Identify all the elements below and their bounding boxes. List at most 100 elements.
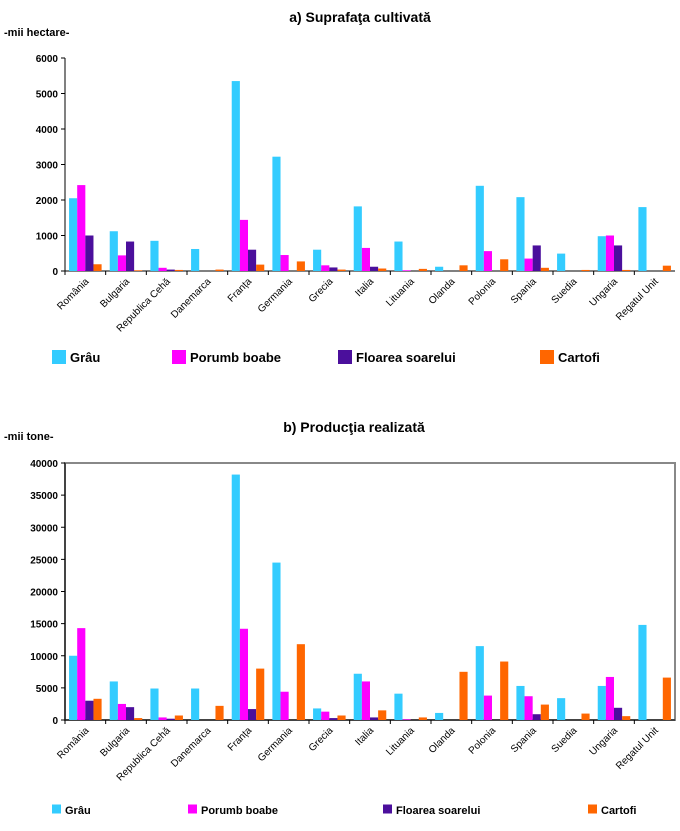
chart-a-bar-porumb-boabe-11	[524, 258, 533, 271]
chart-b-x-tick-label: Franța	[226, 725, 255, 754]
chart-b-y-tick-label: 0	[52, 716, 58, 727]
chart-a-bar-gr-u-8	[394, 241, 403, 271]
chart-a-bar-cartofi-10	[500, 259, 509, 271]
chart-a-legend-label: Cartofi	[558, 350, 600, 365]
chart-b-bar-porumb-boabe-10	[483, 695, 492, 720]
chart-b-bar-porumb-boabe-4	[239, 628, 248, 720]
chart-b-bar-cartofi-3	[215, 705, 224, 720]
chart-a-bar-gr-u-3	[191, 248, 200, 271]
chart-a-bar-gr-u-2	[150, 240, 159, 271]
chart-b-bar-floarea-soarelui-13	[614, 707, 623, 720]
chart-a-y-tick-label: 2000	[36, 196, 59, 207]
chart-a-y-tick-label: 3000	[36, 161, 59, 172]
chart-a-bar-porumb-boabe-0	[77, 185, 86, 271]
chart-a-bar-gr-u-1	[109, 231, 118, 271]
chart-a-legend-swatch	[540, 350, 554, 364]
chart-b-bar-floarea-soarelui-2	[166, 718, 175, 720]
chart-b-y-tick-label: 40000	[30, 459, 58, 470]
chart-b-bar-floarea-soarelui-1	[126, 707, 135, 720]
chart-a-x-tick-label: Lituania	[384, 276, 417, 309]
chart-a-bar-gr-u-7	[353, 206, 362, 271]
chart-b-x-tick-label: Polonia	[467, 725, 499, 757]
chart-b-x-tick-label: Grecia	[307, 725, 336, 754]
chart-a-bar-porumb-boabe-5	[280, 255, 289, 271]
chart-b-bar-cartofi-14	[662, 677, 671, 720]
chart-b-bar-cartofi-6	[337, 715, 346, 720]
chart-a-bar-gr-u-10	[475, 185, 484, 271]
chart-a-bar-floarea-soarelui-1	[126, 241, 135, 271]
chart-a-bar-porumb-boabe-4	[239, 219, 248, 271]
chart-a-x-tick-label: Danemarca	[169, 276, 214, 321]
chart-b-bar-gr-u-1	[109, 681, 118, 720]
chart-b-y-tick-label: 5000	[36, 684, 59, 695]
chart-b-bar-gr-u-9	[435, 712, 444, 720]
chart-a-bar-porumb-boabe-10	[483, 251, 492, 271]
chart-a-bar-gr-u-11	[516, 197, 525, 271]
chart-a-bar-cartofi-11	[540, 267, 549, 271]
chart-a-bar-floarea-soarelui-13	[614, 245, 623, 271]
chart-a-bar-cartofi-3	[215, 269, 224, 271]
chart-a-y-tick-label: 0	[52, 267, 58, 278]
chart-b-bar-cartofi-10	[500, 661, 509, 720]
chart-b-bar-porumb-boabe-11	[524, 696, 533, 720]
chart-b-x-tick-label: Germania	[256, 725, 295, 764]
chart-b-legend-swatch	[52, 804, 61, 814]
chart-b-bar-gr-u-3	[191, 688, 200, 720]
chart-a-bar-floarea-soarelui-4	[248, 249, 257, 271]
chart-a-bar-cartofi-6	[337, 269, 346, 271]
chart-a-plot: 0 1000 2000 3000 4000 5000 6000 România Bulgaria…	[36, 54, 675, 365]
chart-a-legend-swatch	[338, 350, 352, 364]
chart-b-legend-label: Grâu	[65, 805, 91, 817]
chart-b-legend-swatch	[188, 804, 197, 814]
chart-a-legend-label: Grâu	[70, 350, 100, 365]
chart-b-bar-cartofi-2	[174, 715, 183, 720]
chart-b-bar-cartofi-7	[378, 710, 387, 720]
chart-a-x-tick-label: România	[55, 276, 91, 312]
chart-b-legend-swatch	[383, 804, 392, 814]
chart-b-bar-porumb-boabe-5	[280, 691, 289, 720]
chart-b-bar-porumb-boabe-2	[158, 717, 167, 720]
chart-b-bar-floarea-soarelui-6	[329, 718, 338, 720]
chart-a-bar-porumb-boabe-13	[605, 235, 614, 271]
chart-b-bar-gr-u-2	[150, 688, 159, 720]
chart-b-bar-cartofi-12	[581, 713, 590, 720]
chart-a-bar-gr-u-5	[272, 156, 281, 271]
chart-a-bar-floarea-soarelui-11	[532, 245, 541, 271]
chart-b-y-tick-label: 30000	[30, 523, 58, 534]
chart-a-x-tick-label: Olanda	[427, 276, 458, 307]
chart-a-bar-gr-u-4	[231, 81, 240, 271]
chart-a-legend-label: Floarea soarelui	[356, 350, 456, 365]
chart-b-y-tick-label: 10000	[30, 652, 58, 663]
chart-a-bar-porumb-boabe-2	[158, 267, 167, 271]
chart-a-title: a) Suprafaţa cultivată	[289, 9, 431, 25]
chart-b-title: b) Producţia realizată	[283, 419, 425, 435]
chart-b-unit-label: -mii tone-	[4, 431, 54, 443]
chart-a-bar-gr-u-14	[638, 207, 647, 271]
chart-a-bar-porumb-boabe-7	[361, 247, 370, 271]
chart-a-x-tick-label: Franța	[226, 276, 255, 305]
chart-b-bar-gr-u-4	[231, 474, 240, 720]
chart-b-y-tick-label: 35000	[30, 491, 58, 502]
chart-b-x-tick-label: Regatul Unit	[614, 725, 661, 772]
chart-b-bar-cartofi-9	[459, 671, 468, 720]
chart-a-bar-gr-u-12	[557, 253, 566, 271]
chart-a-y-tick-label: 1000	[36, 232, 59, 243]
chart-a-y-tick-label: 5000	[36, 90, 59, 101]
chart-a-bar-cartofi-7	[378, 268, 387, 271]
chart-b-x-tick-label: Olanda	[427, 725, 458, 756]
chart-b-bar-porumb-boabe-13	[605, 676, 614, 720]
chart-a-bar-cartofi-14	[662, 265, 671, 271]
chart-b-x-tick-label: Danemarca	[169, 725, 214, 770]
chart-b-x-tick-label: Suedia	[550, 725, 580, 755]
chart-b-bar-porumb-boabe-1	[117, 703, 126, 720]
chart-b-bar-floarea-soarelui-7	[370, 717, 379, 720]
chart-a-bar-cartofi-12	[581, 269, 590, 271]
chart-b-y-tick-label: 20000	[30, 588, 58, 599]
chart-b-x-tick-label: Lituania	[384, 725, 417, 758]
chart-b-legend-label: Porumb boabe	[201, 805, 278, 817]
chart-a-bar-cartofi-9	[459, 265, 468, 271]
chart-b-x-tick-label: Bulgaria	[98, 725, 132, 759]
chart-a-bar-floarea-soarelui-0	[85, 235, 94, 271]
chart-b-legend-swatch	[588, 804, 597, 814]
